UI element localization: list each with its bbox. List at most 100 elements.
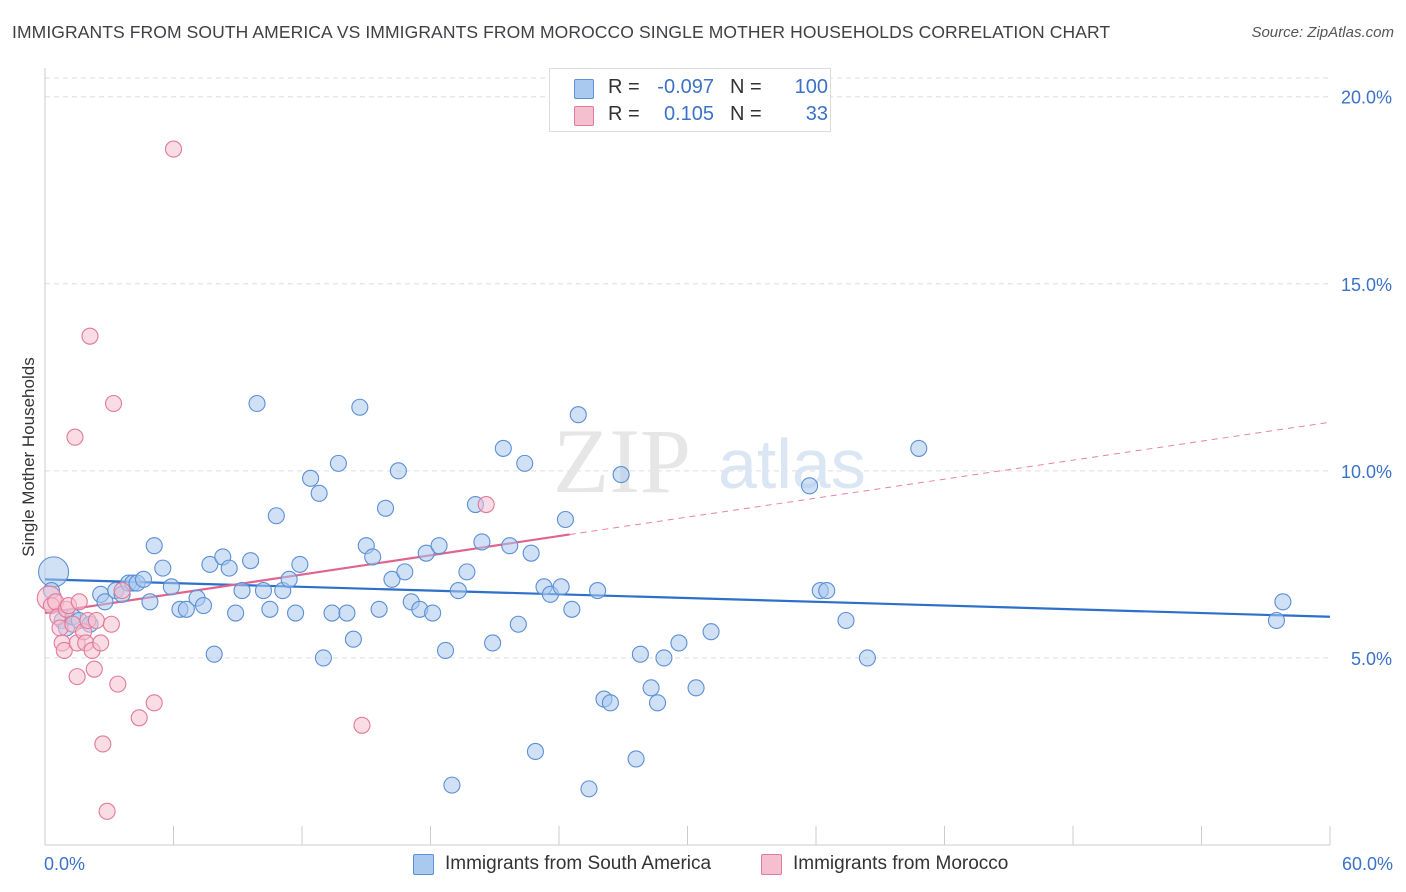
point-south-america xyxy=(1267,611,1286,630)
point-morocco xyxy=(92,634,110,652)
point-south-america xyxy=(351,398,369,416)
r-label: R = xyxy=(608,76,640,98)
y-tick-label: 10.0% xyxy=(1341,462,1392,482)
grid-lines xyxy=(45,77,1330,659)
point-south-america xyxy=(655,649,673,667)
point-south-america xyxy=(601,694,619,712)
point-south-america xyxy=(389,462,407,480)
point-morocco xyxy=(94,735,112,753)
point-south-america xyxy=(484,634,502,652)
point-south-america xyxy=(302,469,320,487)
point-south-america xyxy=(233,582,251,600)
point-south-america xyxy=(642,679,660,697)
point-south-america xyxy=(627,750,645,768)
n-label: N = xyxy=(730,76,762,98)
trend-extension-morocco xyxy=(569,421,1331,535)
point-south-america xyxy=(329,454,347,472)
point-south-america xyxy=(837,611,855,630)
point-south-america xyxy=(612,466,630,484)
r-label: R = xyxy=(608,103,640,125)
watermark-atlas: atlas xyxy=(718,425,866,503)
point-morocco xyxy=(81,327,99,345)
point-south-america xyxy=(227,604,245,622)
point-south-america xyxy=(443,776,461,794)
swatch-morocco xyxy=(574,106,594,126)
swatch-south-america xyxy=(574,79,594,99)
data-points xyxy=(36,140,1292,820)
point-south-america xyxy=(522,544,540,562)
point-morocco xyxy=(104,394,123,413)
watermark-zip: ZIP xyxy=(553,410,691,512)
point-morocco xyxy=(87,611,105,630)
point-south-america xyxy=(494,439,512,457)
point-morocco xyxy=(66,428,84,446)
r-value: 0.105 xyxy=(663,103,714,125)
point-south-america xyxy=(631,645,649,663)
source-label: Source: ZipAtlas.com xyxy=(1251,24,1394,41)
point-south-america xyxy=(261,600,279,618)
chart-title: IMMIGRANTS FROM SOUTH AMERICA VS IMMIGRA… xyxy=(12,22,1111,42)
watermark: ZIP atlas xyxy=(553,410,866,512)
point-south-america xyxy=(417,544,435,562)
point-morocco xyxy=(130,709,148,727)
point-south-america xyxy=(1274,593,1292,611)
point-south-america xyxy=(254,582,273,600)
point-morocco xyxy=(98,802,116,820)
point-south-america xyxy=(145,537,163,555)
point-south-america xyxy=(801,477,819,495)
point-south-america xyxy=(177,600,195,618)
point-south-america xyxy=(702,623,720,641)
point-morocco xyxy=(477,495,495,514)
point-south-america xyxy=(569,406,587,424)
y-axis-label: Single Mother Households xyxy=(19,357,38,556)
point-south-america xyxy=(338,604,356,622)
point-morocco xyxy=(68,668,86,686)
point-south-america xyxy=(96,593,114,611)
point-south-america xyxy=(287,604,305,622)
point-south-america xyxy=(154,559,172,577)
n-label: N = xyxy=(730,103,762,125)
point-south-america xyxy=(910,439,928,457)
point-morocco xyxy=(109,675,127,693)
n-value: 33 xyxy=(805,103,828,125)
point-south-america xyxy=(436,641,455,659)
legend-swatch-south-america xyxy=(413,854,434,875)
point-south-america xyxy=(310,484,328,502)
point-south-america xyxy=(201,555,219,573)
point-south-america xyxy=(220,559,238,577)
point-south-america xyxy=(430,537,448,555)
x-tick-label: 60.0% xyxy=(1342,854,1393,874)
point-south-america xyxy=(205,645,223,663)
point-south-america xyxy=(314,649,332,667)
point-south-america xyxy=(588,582,607,600)
point-south-america xyxy=(670,634,688,652)
axes xyxy=(44,68,1331,846)
point-south-america xyxy=(242,552,260,570)
y-tick-label: 20.0% xyxy=(1341,88,1392,108)
point-south-america xyxy=(383,570,401,588)
point-south-america xyxy=(376,499,395,517)
point-south-america xyxy=(291,555,309,573)
point-south-america xyxy=(516,454,534,472)
point-south-america xyxy=(687,679,705,697)
point-south-america xyxy=(509,615,527,633)
point-morocco xyxy=(145,694,163,712)
point-south-america xyxy=(580,780,598,798)
point-morocco xyxy=(85,660,103,678)
point-south-america xyxy=(323,604,341,622)
point-south-america xyxy=(552,578,570,596)
point-south-america xyxy=(563,600,581,618)
point-south-america xyxy=(648,694,667,712)
point-morocco xyxy=(70,593,88,611)
point-south-america xyxy=(473,533,491,551)
point-south-america xyxy=(162,578,180,596)
point-south-america xyxy=(267,507,285,525)
point-south-america xyxy=(501,537,519,555)
point-south-america xyxy=(248,394,266,413)
y-tick-label: 15.0% xyxy=(1341,275,1392,295)
point-south-america xyxy=(134,570,153,588)
point-morocco xyxy=(113,582,131,600)
point-south-america xyxy=(424,604,442,622)
legend-swatch-morocco xyxy=(761,854,782,875)
